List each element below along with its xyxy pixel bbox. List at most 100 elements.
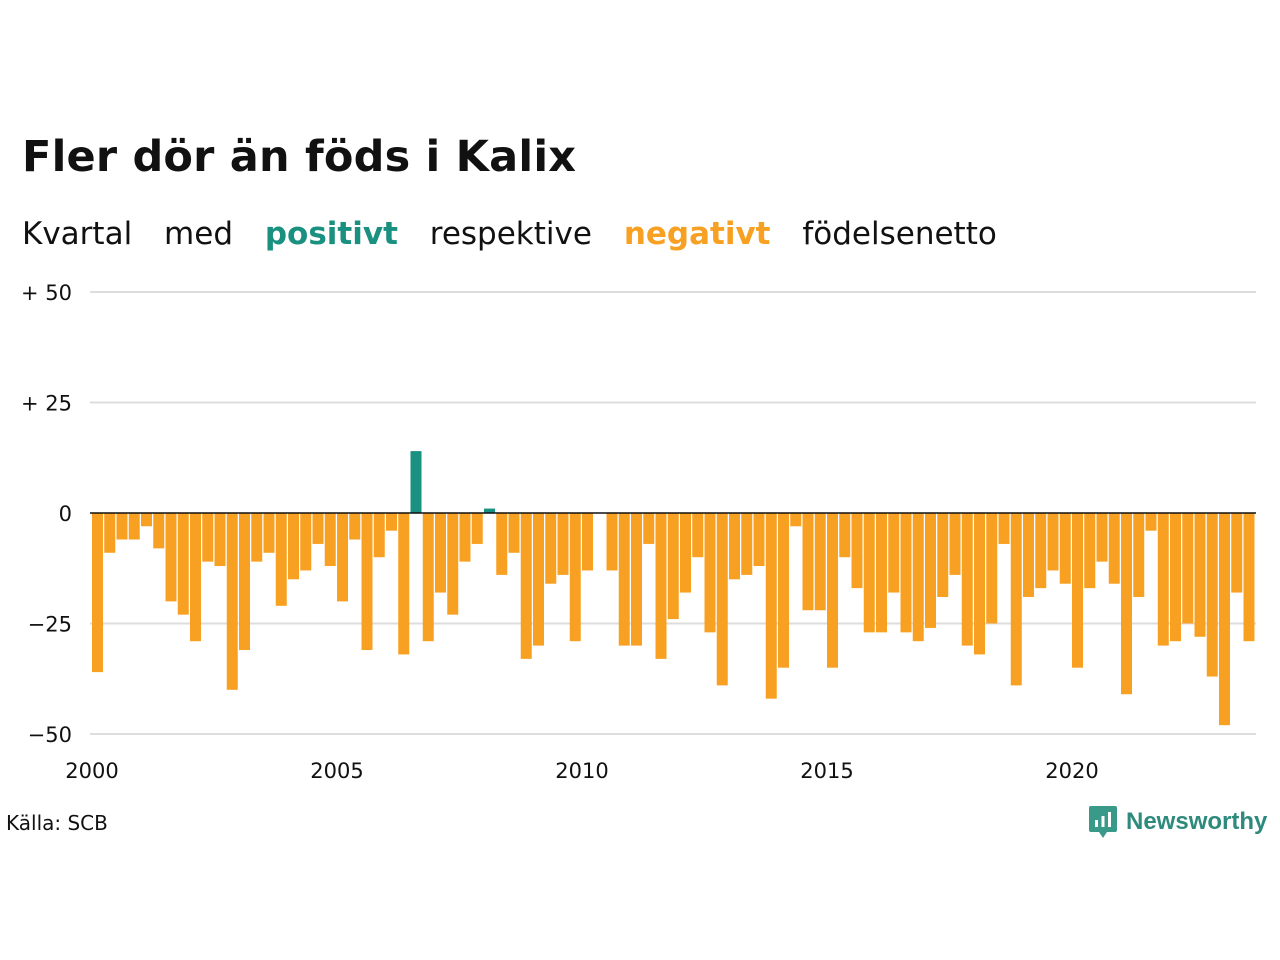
bar — [557, 513, 569, 575]
bar — [851, 513, 863, 589]
bar — [312, 513, 324, 544]
x-tick-label: 2010 — [555, 759, 608, 783]
bar — [496, 513, 508, 575]
bar — [459, 513, 471, 562]
bar — [202, 513, 214, 562]
chart-title: Fler dör än föds i Kalix — [22, 132, 577, 182]
bar — [1023, 513, 1034, 597]
bar — [165, 513, 177, 602]
bar — [888, 513, 900, 593]
bar — [239, 513, 250, 651]
bar — [1047, 513, 1059, 571]
bar — [1059, 513, 1071, 584]
subtitle-word: Kvartal — [22, 216, 133, 252]
bar — [373, 513, 385, 558]
bar — [912, 513, 924, 642]
bar — [900, 513, 912, 633]
bar — [704, 513, 716, 633]
bar — [998, 513, 1010, 544]
bar — [361, 513, 373, 651]
bar — [226, 513, 238, 690]
bar — [300, 513, 312, 571]
bar-chart: + 50 + 25 0 −25 −50 2000 2005 2010 2015 2020 — [21, 281, 1256, 783]
bar — [1206, 513, 1218, 677]
bar — [1145, 513, 1157, 531]
source-note: Källa: SCB — [6, 811, 108, 835]
bar — [422, 513, 434, 642]
bar — [1219, 513, 1230, 726]
bar — [778, 513, 789, 668]
bar — [925, 513, 936, 628]
bar — [765, 513, 777, 699]
bar — [1157, 513, 1169, 646]
subtitle-word: respektive — [429, 216, 592, 252]
bar — [141, 513, 152, 527]
bar — [1084, 513, 1096, 589]
newsworthy-logo: Newsworthy — [1088, 804, 1267, 840]
x-tick-label: 2005 — [310, 759, 363, 783]
bar — [275, 513, 287, 606]
bar — [1170, 513, 1181, 642]
bar — [618, 513, 630, 646]
bar — [827, 513, 838, 668]
bar — [251, 513, 263, 562]
bar — [349, 513, 361, 540]
bar — [667, 513, 679, 620]
y-tick-label: + 25 — [21, 392, 72, 416]
bar — [398, 513, 410, 655]
subtitle-word: födelsenetto — [802, 216, 997, 252]
bar — [1182, 513, 1194, 624]
bar — [643, 513, 655, 544]
bar — [569, 513, 581, 642]
bar — [790, 513, 802, 527]
bar — [92, 513, 103, 673]
bar — [863, 513, 875, 633]
bar — [582, 513, 593, 571]
bar — [1072, 513, 1083, 668]
bar — [692, 513, 704, 558]
subtitle-word: med — [164, 216, 233, 252]
bar — [680, 513, 691, 593]
bar — [753, 513, 765, 567]
bar — [716, 513, 728, 686]
newsworthy-chart-bubble-icon — [1089, 806, 1117, 838]
bar — [1108, 513, 1120, 584]
bar — [410, 451, 422, 513]
bar — [128, 513, 140, 540]
y-tick-label: −50 — [28, 723, 72, 747]
x-tick-label: 2015 — [800, 759, 853, 783]
bar — [153, 513, 165, 549]
bar — [263, 513, 275, 553]
bar — [876, 513, 887, 633]
subtitle-positive: positivt — [264, 216, 398, 252]
bar — [520, 513, 532, 659]
bar — [1121, 513, 1132, 695]
bar — [814, 513, 826, 611]
chart-subtitle: Kvartal med positivt respektive negativt… — [22, 216, 1019, 252]
bar — [974, 513, 985, 655]
bar — [961, 513, 973, 646]
x-tick-label: 2000 — [65, 759, 118, 783]
subtitle-negative: negativt — [623, 216, 771, 252]
bar — [1231, 513, 1243, 593]
bar — [116, 513, 128, 540]
y-tick-label: 0 — [59, 502, 72, 526]
bar — [1010, 513, 1022, 686]
bar — [545, 513, 557, 584]
bar — [288, 513, 299, 580]
bar — [802, 513, 814, 611]
bar — [324, 513, 336, 567]
bar — [1243, 513, 1255, 642]
bar — [484, 508, 495, 513]
bar — [1133, 513, 1145, 597]
y-tick-label: + 50 — [21, 281, 72, 305]
bar — [104, 513, 116, 553]
bar — [471, 513, 483, 544]
bar — [949, 513, 961, 575]
bar — [606, 513, 618, 571]
bar — [533, 513, 544, 646]
logo-text: Newsworthy — [1126, 808, 1268, 835]
bar — [631, 513, 642, 646]
bar — [839, 513, 851, 558]
bar — [435, 513, 446, 593]
